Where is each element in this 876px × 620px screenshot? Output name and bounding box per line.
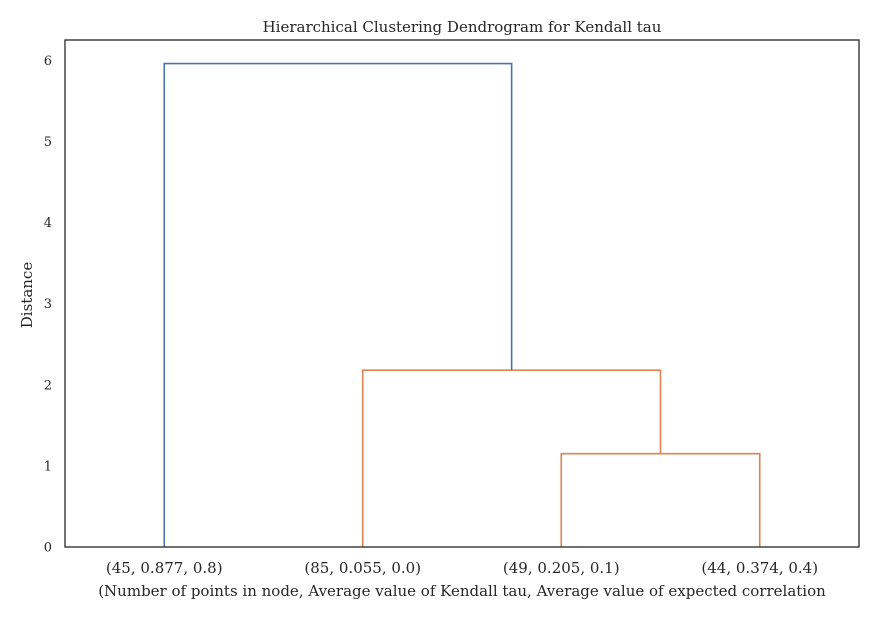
y-tick-label: 5 xyxy=(44,135,52,150)
dendrogram-link xyxy=(361,369,662,547)
y-axis-label: Distance xyxy=(18,262,36,329)
y-tick-label: 3 xyxy=(44,297,52,312)
dendrogram-links xyxy=(163,62,761,547)
x-axis-label: (Number of points in node, Average value… xyxy=(98,582,826,600)
leaf-label: (49, 0.205, 0.1) xyxy=(503,559,620,577)
dendrogram-link xyxy=(560,452,761,547)
x-axis-leaf-labels: (45, 0.877, 0.8) (85, 0.055, 0.0) (49, 0.2… xyxy=(106,559,818,577)
y-tick-label: 0 xyxy=(44,541,52,556)
leaf-label: (85, 0.055, 0.0) xyxy=(304,559,421,577)
y-tick-label: 1 xyxy=(44,459,52,474)
leaf-label: (44, 0.374, 0.4) xyxy=(701,559,818,577)
leaf-label: (45, 0.877, 0.8) xyxy=(106,559,223,577)
y-tick-label: 4 xyxy=(44,216,52,231)
y-tick-label: 2 xyxy=(44,378,52,393)
plot-frame xyxy=(64,39,860,548)
y-axis-ticks: 0 1 2 3 4 5 6 xyxy=(44,54,52,556)
y-tick-label: 6 xyxy=(44,54,52,69)
dendrogram-link xyxy=(163,62,513,547)
chart-title: Hierarchical Clustering Dendrogram for K… xyxy=(263,18,662,36)
